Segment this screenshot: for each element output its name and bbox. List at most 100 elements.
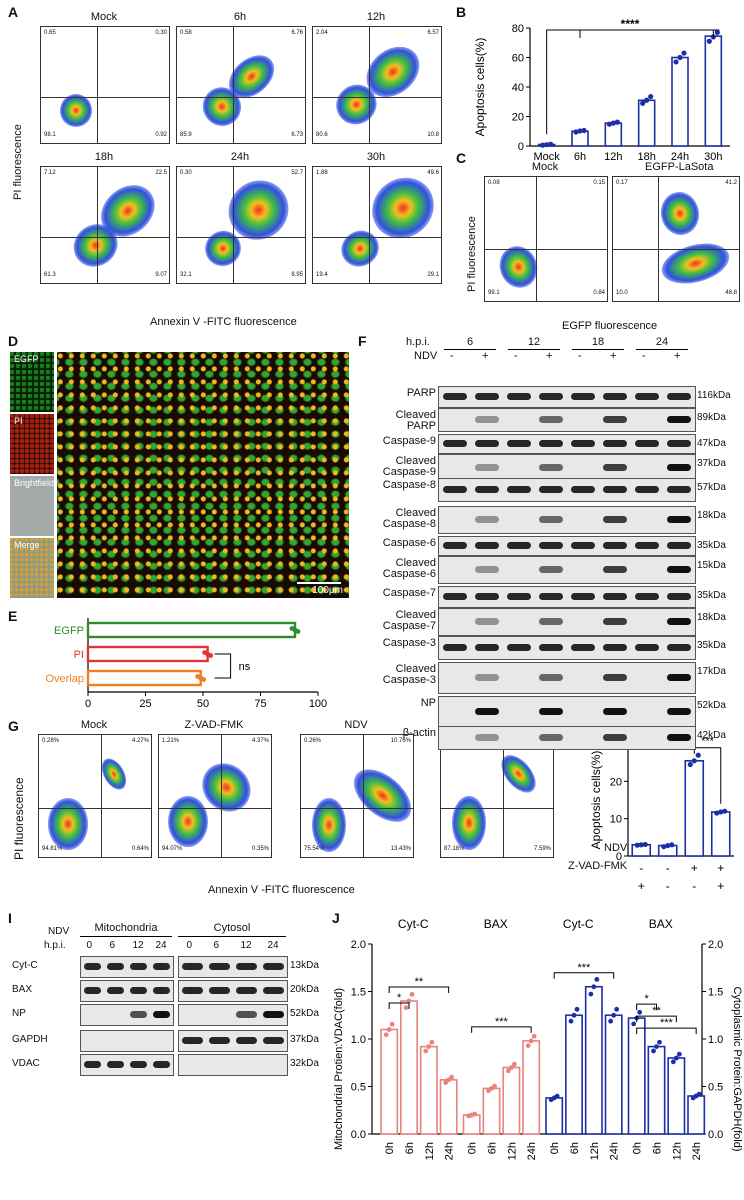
kda-marker: 89kDa (697, 412, 726, 423)
bar (482, 1087, 501, 1135)
x-tick-label: 0h (549, 1142, 561, 1154)
quadrant-value: 9.07 (155, 272, 167, 278)
protein-band (209, 987, 230, 994)
flow-cloud (60, 94, 93, 127)
data-point (673, 59, 679, 65)
flow-plot-title: 24h (230, 151, 250, 163)
data-point (608, 1018, 614, 1024)
timepoint-label: 24 (655, 336, 669, 348)
protein-band (667, 393, 691, 400)
blot-row-label: Cleaved Caspase-6 (382, 557, 436, 580)
egfp-micrograph: EGFP (10, 352, 54, 412)
quadrant-line-h (313, 96, 441, 98)
timepoint-underline (636, 349, 688, 350)
quadrant-value: 0.30 (180, 170, 192, 176)
data-point (528, 1038, 534, 1044)
x-tick-label: 30h (704, 151, 722, 163)
protein-band (539, 593, 563, 600)
panel-label-c: C (456, 150, 467, 166)
quadrant-value: 2.04 (316, 30, 328, 36)
protein-band (603, 566, 627, 573)
x-tick-label: Mock (534, 151, 561, 163)
quadrant-value: 85.9 (180, 132, 192, 138)
data-point (201, 677, 207, 682)
blot-strip (438, 454, 696, 482)
ndv-sign: - (639, 861, 643, 875)
bar (522, 1040, 541, 1135)
data-point (673, 1055, 679, 1061)
data-point (606, 121, 612, 127)
right-y-tick-label: 2.0 (708, 939, 723, 951)
data-point (208, 653, 214, 658)
protein-band (667, 440, 691, 447)
protein-band (667, 542, 691, 549)
protein-band (539, 734, 563, 741)
data-point (614, 119, 620, 125)
bar (380, 1028, 399, 1135)
category-label: PI (74, 649, 84, 661)
blot-strip (178, 956, 288, 978)
flow-plot-title: NDV (344, 719, 368, 731)
flow-plot: 2.04 6.57 80.6 10.8 (312, 26, 442, 144)
protein-band (475, 593, 499, 600)
sig-bracket (214, 653, 232, 679)
protein-band (635, 542, 659, 549)
data-point (610, 120, 616, 126)
protein-band (539, 416, 563, 423)
sig-label: *** (701, 736, 715, 748)
data-point (548, 141, 554, 147)
data-point (676, 1051, 682, 1057)
blot-row-label: Cleaved PARP (395, 409, 436, 432)
panel-a-ylabel: PI fluorescence (12, 124, 24, 200)
quadrant-value: 29.1 (427, 272, 439, 278)
protein-band (475, 416, 499, 423)
quadrant-value: 49.6 (427, 170, 439, 176)
group-title: Cyt-C (563, 917, 594, 931)
protein-band (475, 464, 499, 471)
quadrant-value: 0.30 (155, 30, 167, 36)
data-point (677, 54, 683, 61)
quadrant-value: 7.12 (44, 170, 56, 176)
quadrant-line-v (369, 167, 371, 283)
quadrant-line-v (536, 177, 538, 301)
protein-band (107, 987, 124, 994)
kda-marker: 47kDa (697, 438, 726, 449)
protein-band (603, 516, 627, 523)
protein-band (667, 708, 691, 715)
x-tick-label: 12h (506, 1142, 518, 1160)
ndv-sign: - (666, 861, 670, 875)
quadrant-value: 1.88 (316, 170, 328, 176)
kda-marker: 20kDa (290, 984, 319, 995)
quadrant-value: 0.92 (155, 132, 167, 138)
protein-band (667, 516, 691, 523)
data-point (706, 38, 712, 44)
x-tick-label: 12h (424, 1142, 436, 1160)
flow-plot: 0.65 0.30 98.1 0.92 (40, 26, 170, 144)
kda-marker: 15kDa (697, 560, 726, 571)
data-point (670, 1059, 676, 1065)
x-tick-label: 6h (652, 1142, 664, 1154)
protein-band (603, 593, 627, 600)
quadrant-value: 80.6 (316, 132, 328, 138)
flow-plot: 0.08 0.15 99.1 0.84 (484, 176, 608, 302)
quadrant-line-h (441, 808, 553, 810)
data-point (631, 1021, 637, 1027)
quadrant-line-v (220, 735, 222, 857)
protein-band (667, 734, 691, 741)
blot-row-label: GAPDH (12, 1034, 48, 1045)
merged-micrograph: 100μm (57, 352, 349, 598)
blot-row-label: β-actin (402, 727, 436, 739)
bar (647, 1045, 666, 1135)
flow-plot: 7.12 22.5 61.3 9.07 (40, 166, 170, 284)
protein-band (507, 440, 531, 447)
quadrant-value: 10.0 (616, 290, 628, 296)
x-tick-label: 12h (671, 1142, 683, 1160)
protein-band (539, 618, 563, 625)
blot-strip (438, 506, 696, 534)
protein-band (236, 987, 257, 994)
sig-label: *** (495, 1016, 509, 1028)
quadrant-value: 41.2 (725, 180, 737, 186)
data-point (577, 128, 583, 134)
quadrant-line-v (233, 27, 235, 143)
flow-cloud (167, 796, 209, 848)
